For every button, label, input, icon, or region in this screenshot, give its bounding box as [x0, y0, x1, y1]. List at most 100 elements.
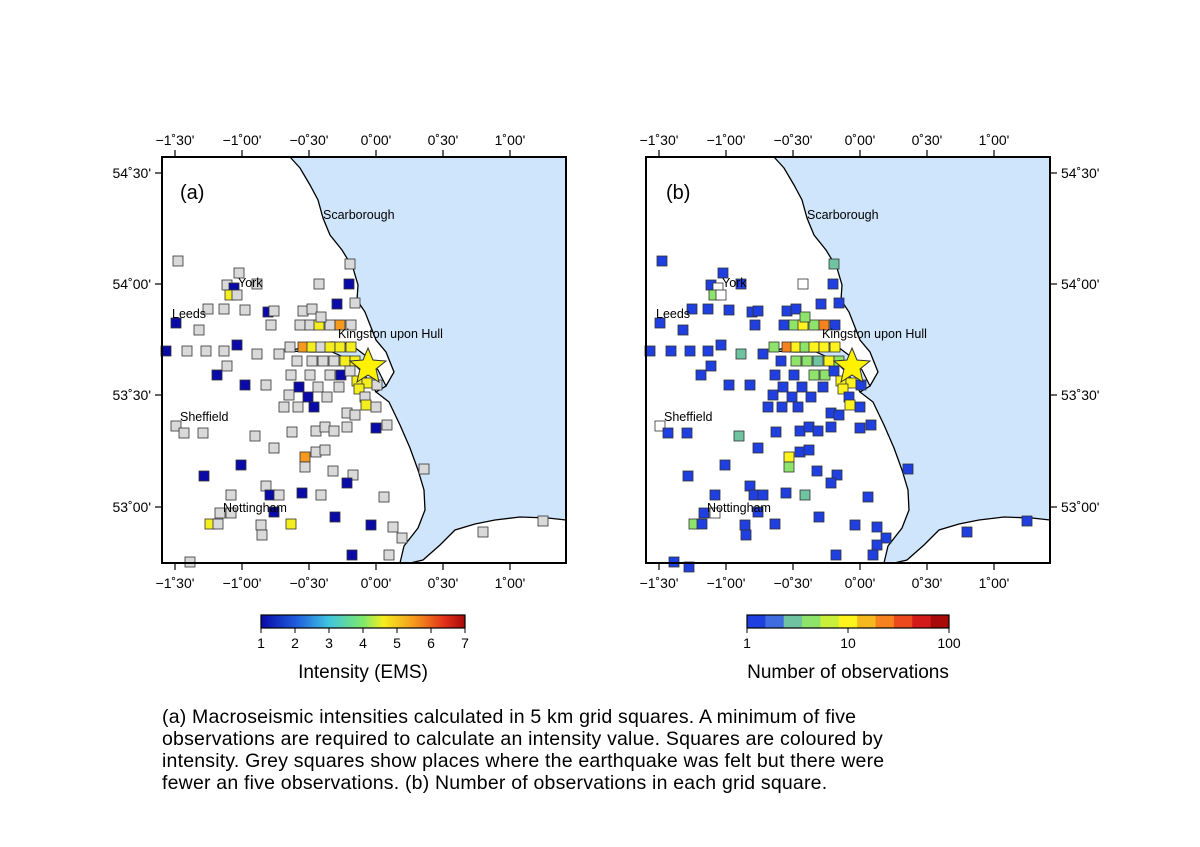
observation-square — [837, 383, 849, 395]
intensity-square — [285, 369, 297, 381]
intensity-square — [315, 341, 327, 353]
colorbar-a-ticks — [260, 628, 466, 633]
colorbar-a-label-1: 1 — [257, 635, 265, 651]
bottom-tick-b-2: −0˚30' — [774, 575, 813, 591]
colorbar-a-label-6: 6 — [427, 635, 435, 651]
observation-square — [709, 507, 721, 519]
place-scarborough-b: Scarborough — [807, 208, 879, 222]
intensity-square — [225, 507, 237, 519]
observation-square — [744, 379, 756, 391]
colorbar-b-step — [930, 615, 950, 628]
intensity-square — [297, 305, 309, 317]
bottom-tick-b-4: 0˚30' — [912, 575, 943, 591]
place-nottingham-a: Nottingham — [223, 501, 287, 515]
intensity-square — [310, 446, 322, 458]
intensity-square — [268, 506, 280, 518]
observation-square — [702, 345, 714, 357]
observation-square — [790, 341, 802, 353]
observation-square — [788, 369, 800, 381]
top-tick-a-1: −1˚00' — [223, 132, 262, 148]
observation-square — [831, 469, 843, 481]
intensity-square — [353, 383, 365, 395]
observation-square — [748, 489, 760, 501]
intensity-square — [349, 409, 361, 421]
observation-square — [805, 391, 817, 403]
caption-line-2: observations are required to calculate a… — [162, 728, 883, 750]
observation-square — [829, 319, 841, 331]
observation-square — [654, 317, 666, 329]
intensity-square — [172, 255, 184, 267]
top-tick-b-0: −1˚30' — [640, 132, 679, 148]
intensity-square — [312, 381, 324, 393]
observation-square — [698, 507, 710, 519]
observation-square — [812, 425, 824, 437]
observation-square — [723, 304, 735, 316]
observation-square — [812, 355, 824, 367]
observation-square — [813, 511, 825, 523]
intensity-square — [268, 305, 280, 317]
intensity-square — [328, 425, 340, 437]
intensity-square — [225, 489, 237, 501]
observation-square — [855, 379, 867, 391]
place-nottingham-b: Nottingham — [707, 501, 771, 515]
colorbar-b-step — [857, 615, 877, 628]
panel-label-b: (b) — [666, 182, 690, 204]
colorbar-b-step — [765, 615, 785, 628]
intensity-square — [324, 369, 336, 381]
observation-square — [790, 355, 802, 367]
observation-square — [799, 489, 811, 501]
intensity-square — [365, 519, 377, 531]
figure-caption: (a) Macroseismic intensities calculated … — [162, 706, 1062, 794]
top-tick-b-5: 1˚00' — [979, 132, 1010, 148]
place-leeds-b: Leeds — [656, 307, 690, 321]
place-scarborough-a: Scarborough — [323, 208, 395, 222]
observation-square — [777, 381, 789, 393]
epicentre-star-b — [832, 346, 872, 384]
observation-square — [735, 278, 747, 290]
observation-square — [1021, 515, 1033, 527]
observation-square — [681, 427, 693, 439]
observation-square — [775, 355, 787, 367]
intensity-square — [293, 381, 305, 393]
observation-square — [752, 305, 764, 317]
observation-square — [740, 529, 752, 541]
intensity-square — [345, 319, 357, 331]
intensity-square — [251, 278, 263, 290]
caption-line-1: (a) Macroseismic intensities calculated … — [162, 706, 857, 728]
colorbar-b-label-100: 100 — [937, 635, 961, 651]
intensity-square — [334, 341, 346, 353]
map-a: (a) Scarborough York Leeds Kingston upon… — [113, 132, 567, 683]
left-tick-a-2: 53˚30' — [113, 387, 151, 403]
intensity-square — [231, 289, 243, 301]
left-tick-a-3: 53˚00' — [113, 499, 151, 515]
observation-square — [817, 381, 829, 393]
observation-square — [768, 341, 780, 353]
observation-square — [783, 461, 795, 473]
intensity-square — [197, 427, 209, 439]
intensity-square — [284, 341, 296, 353]
observation-square — [781, 305, 793, 317]
intensity-square — [313, 278, 325, 290]
place-hull-a: Kingston upon Hull — [338, 327, 443, 341]
intensity-square — [339, 355, 351, 367]
intensity-square — [341, 421, 353, 433]
intensity-square — [333, 381, 345, 393]
observation-square — [719, 459, 731, 471]
panel-label-a: (a) — [180, 182, 204, 204]
map-b: (b) Scarborough York Leeds Kingston upon… — [640, 132, 1100, 683]
intensity-square — [181, 345, 193, 357]
intensity-square — [334, 319, 346, 331]
colorbar-b-step — [747, 615, 766, 628]
intensity-square — [383, 549, 395, 561]
intensity-square — [306, 303, 318, 315]
map-a-frame — [161, 156, 567, 564]
map-a-ticks — [155, 150, 511, 570]
colorbar-b-step — [820, 615, 840, 628]
right-tick-b-1: 54˚00' — [1061, 276, 1099, 292]
observation-square — [818, 341, 830, 353]
observation-square — [717, 267, 729, 279]
observation-square — [825, 477, 837, 489]
colorbar-a-label-3: 3 — [325, 635, 333, 651]
colorbar-a-label-2: 2 — [291, 635, 299, 651]
observation-square — [749, 319, 761, 331]
